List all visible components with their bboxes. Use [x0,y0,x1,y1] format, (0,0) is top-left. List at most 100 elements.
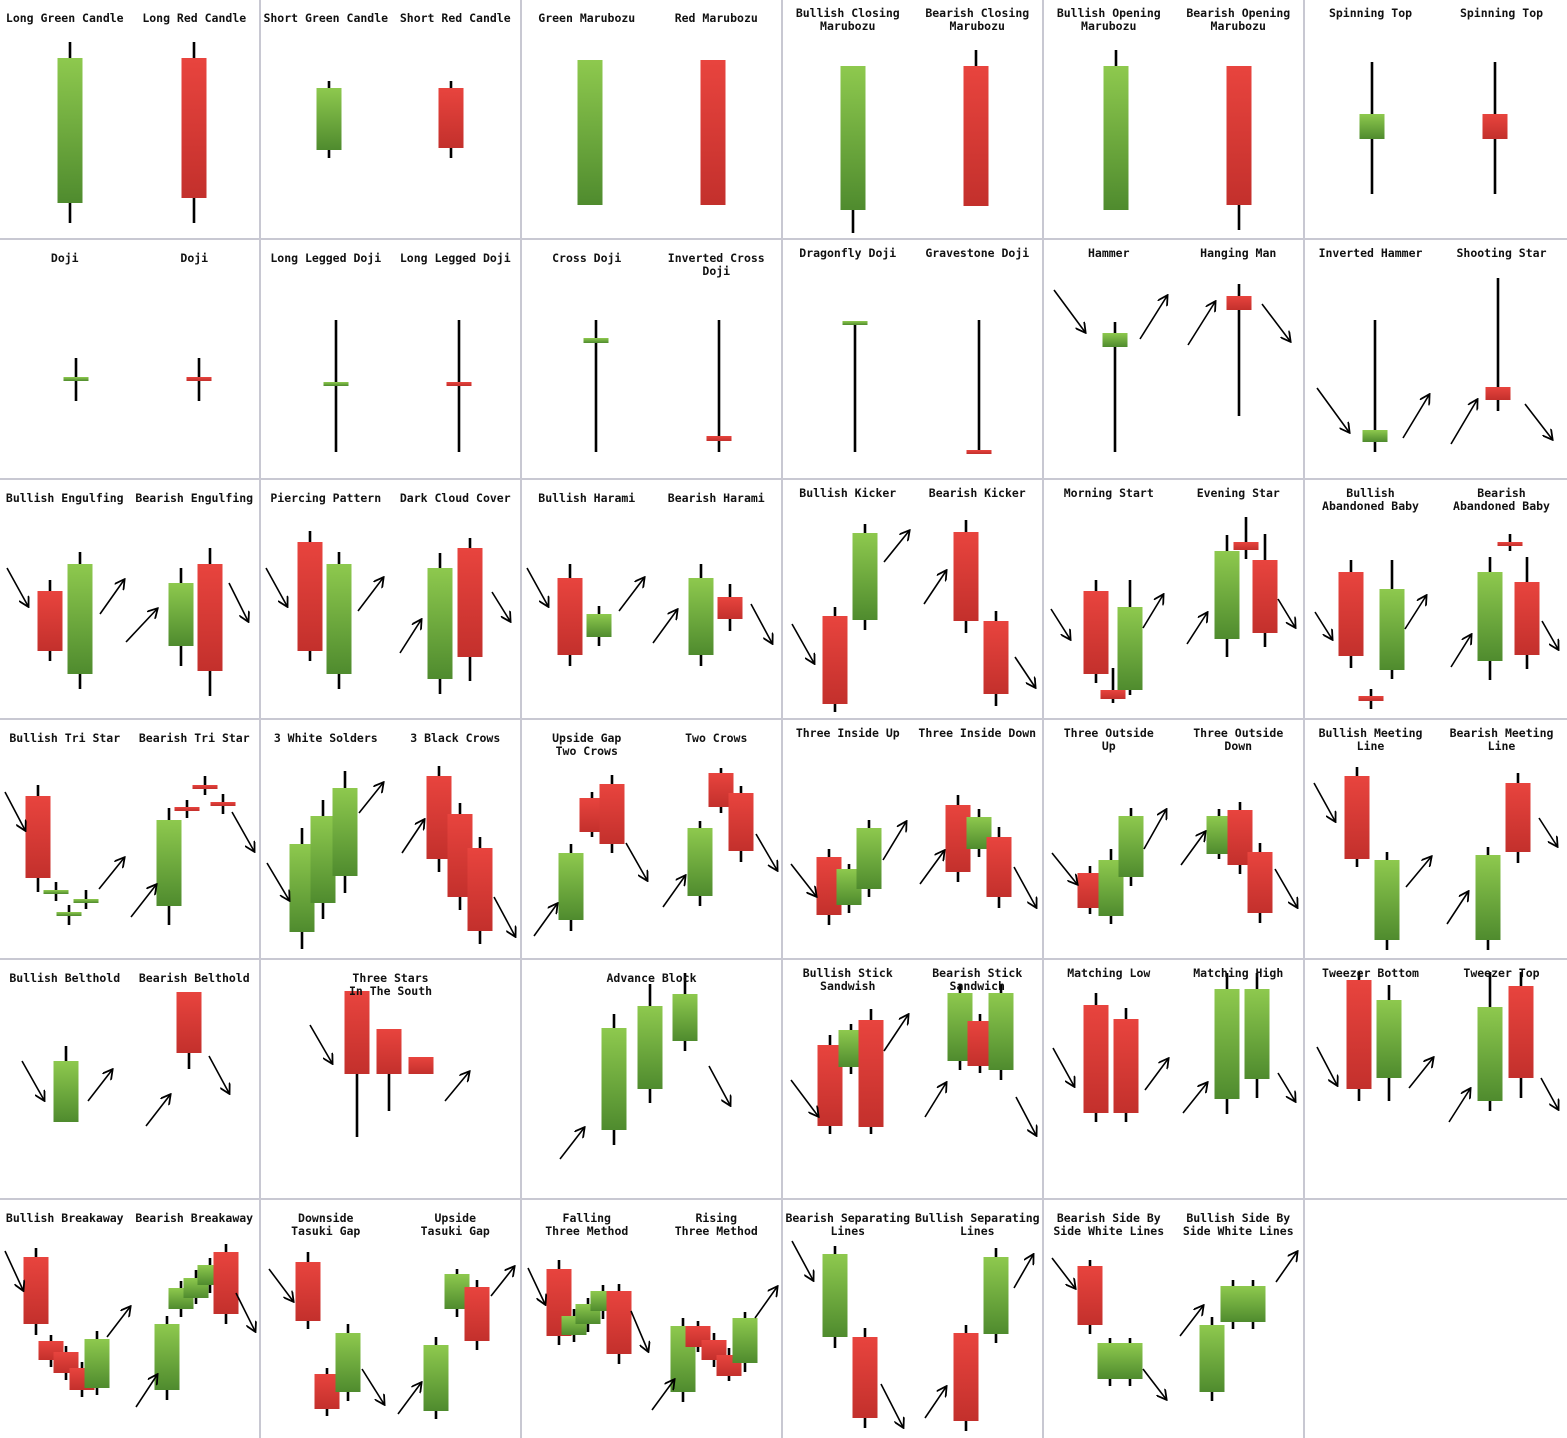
red-candle [1233,517,1259,559]
green-candle [1379,560,1405,679]
pattern-title: Inverted Hammer [1318,246,1423,260]
pattern-chart [527,1260,781,1411]
green-candle [1376,985,1402,1101]
red-candle [1485,278,1511,411]
candle-body [599,784,625,844]
trend-arrow [145,1095,170,1127]
red-candle [1083,993,1109,1122]
candle-body [1083,1005,1109,1113]
red-candle [1505,773,1531,863]
pattern-panel: Bullish Engulfing Bearish Engulfing [0,480,261,720]
trend-arrow [493,896,515,936]
pattern-title: Bullish Meeting Line [1318,726,1423,753]
trend-arrow [1275,1252,1297,1283]
pattern-panel: Bullish Abandoned Baby Bearish Abandoned … [1305,480,1567,720]
red-candle [408,1057,434,1074]
green-candle [1214,535,1240,657]
trend-arrow [882,822,906,861]
red-candle [967,1014,993,1073]
trend-arrow [1450,400,1477,445]
candle-body [316,88,342,150]
pattern-chart [266,766,520,949]
pattern-title: Gravestone Doji [925,246,1030,260]
pattern-title: Long Legged Doji [399,251,511,265]
candle-body [822,616,848,704]
green-candle [1117,580,1143,695]
pattern-title: Bullish Closing Marubozu [795,6,900,33]
trend-arrow [1180,832,1205,866]
green-candle [423,1337,449,1419]
candle-body [154,1324,180,1390]
pattern-panel: Three Outside Up Three Outside Down [1044,720,1305,960]
green-candle [988,984,1014,1080]
red-candle [210,794,236,814]
red-candle [23,1248,49,1335]
trend-arrow [1277,1072,1295,1101]
red-candle [438,81,464,158]
candle-body [1214,551,1240,639]
red-candle [1226,66,1252,230]
pattern-title: Bearish Stick Sandwich [932,966,1023,993]
candle-body [1359,114,1385,139]
pattern-chart [57,42,207,223]
pattern-title: Bullish Separating Lines [914,1211,1040,1238]
candle-body [1103,66,1129,210]
candle-body [63,377,89,381]
pattern-title: Two Crows [685,731,748,745]
trend-arrow [1179,1306,1203,1337]
trend-arrow [357,578,383,612]
pattern-panel: Bullish Stick Sandwish Bearish Stick Sand… [783,960,1044,1200]
pattern-panel: Piercing Pattern Dark Cloud Cover [261,480,522,720]
pattern-title: Green Marubozu [538,11,636,25]
pattern-chart [583,320,732,452]
trend-arrow [880,1383,903,1427]
candle-body [1117,607,1143,690]
trend-arrow [919,851,944,885]
trend-arrow [652,610,677,644]
candle-body [335,1333,361,1392]
candle-body [176,992,202,1053]
candle-body [156,820,182,906]
candle-body [1346,980,1372,1089]
pattern-title: Bullish Tri Star [9,731,121,745]
pattern-title: Bullish Opening Marubozu [1056,6,1161,33]
trend-arrow [1013,1255,1033,1289]
trend-arrow [231,811,254,851]
red-candle [446,320,472,452]
red-candle [25,785,51,892]
pattern-title: Cross Doji [552,251,622,265]
trend-arrow [358,783,383,814]
pattern-chart [309,991,520,1137]
candle-body [953,1333,979,1421]
red-candle [1358,689,1384,709]
red-candle [599,775,625,853]
trend-arrow [266,862,289,900]
trend-arrow [401,820,424,854]
green-candle [43,882,69,901]
red-candle [314,1368,340,1416]
red-candle [1226,284,1252,416]
red-candle [297,531,323,661]
candle-body [852,1337,878,1418]
green-candle [688,564,714,666]
green-candle [1118,808,1144,886]
candle-body [967,1021,993,1066]
candle-body [168,583,194,646]
trend-arrow [1052,1047,1074,1086]
green-candle [289,828,315,949]
red-candle [700,60,726,205]
candle-body [1233,542,1259,550]
pattern-title: Morning Start [1063,486,1154,500]
candle-body [637,1006,663,1089]
trend-arrow [527,1267,545,1304]
candle-body [1497,542,1523,546]
red-candle [983,611,1009,706]
pattern-panel: Bullish Meeting Line Bearish Meeting Line [1305,720,1567,960]
candle-body [438,88,464,148]
pattern-chart [1314,534,1567,709]
red-candle [464,1280,490,1350]
pattern-chart [1305,1200,1567,1438]
trend-arrow [1402,395,1429,439]
pattern-panel: Bullish Harami Bearish Harami [522,480,783,720]
